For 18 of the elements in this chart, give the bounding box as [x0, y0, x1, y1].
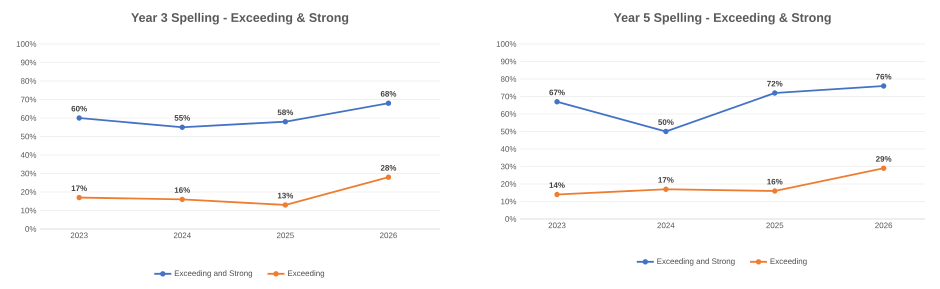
point — [76, 115, 82, 121]
point — [772, 188, 778, 194]
point — [282, 202, 288, 208]
point — [880, 166, 886, 171]
point — [180, 196, 185, 202]
point — [180, 124, 185, 130]
point — [282, 119, 288, 124]
point — [880, 83, 886, 89]
chart-title: Year 3 Spelling - Exceeding & Strong — [131, 12, 348, 24]
point — [386, 174, 392, 180]
point — [663, 128, 669, 134]
point — [76, 194, 82, 200]
point — [554, 99, 560, 104]
point — [554, 192, 560, 198]
chart-title: Year 5 Spelling - Exceeding & Strong — [614, 12, 831, 24]
point — [772, 90, 778, 96]
point — [663, 186, 669, 192]
point — [386, 100, 392, 106]
